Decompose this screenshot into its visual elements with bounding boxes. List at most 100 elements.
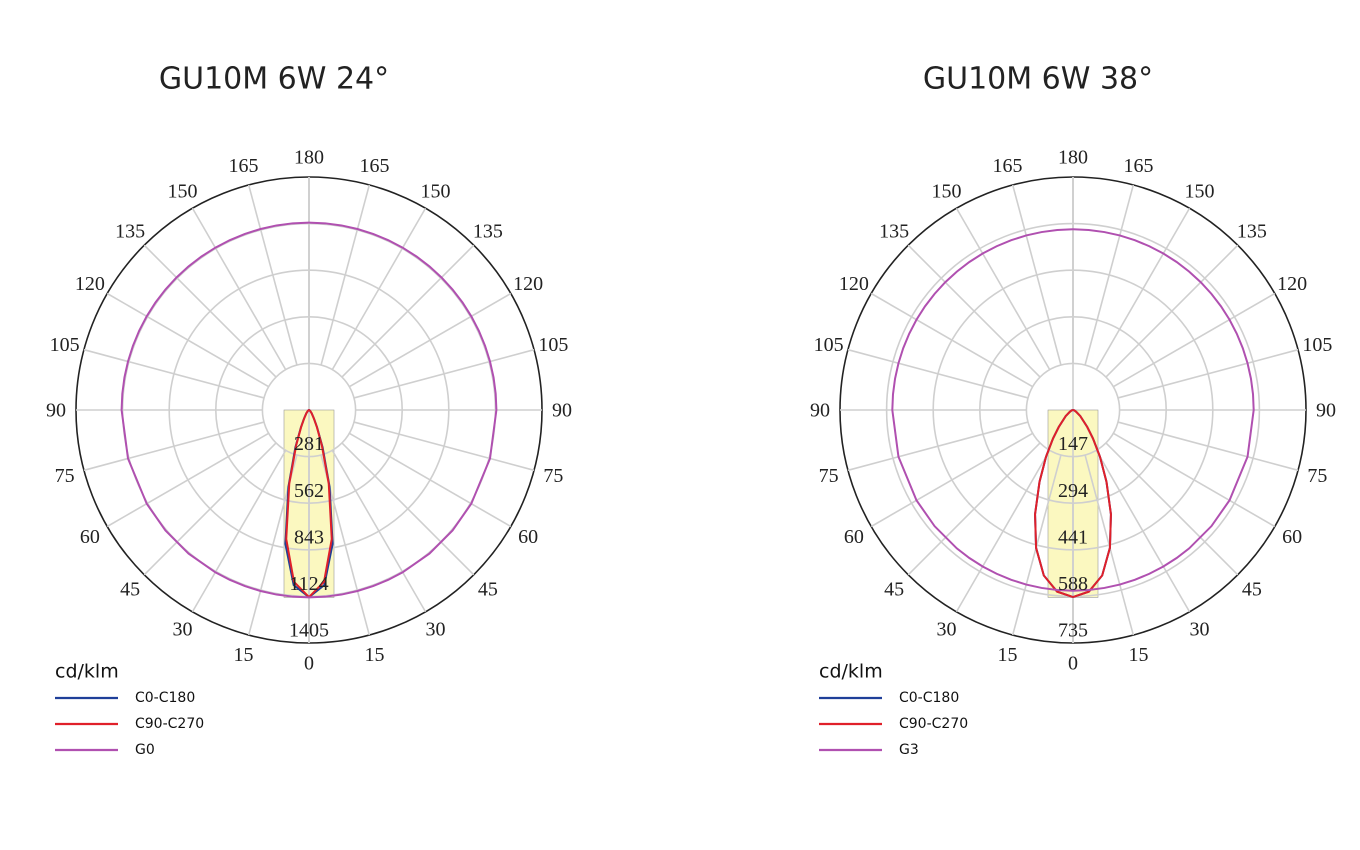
angle-label: 75 xyxy=(543,465,563,487)
angle-label: 165 xyxy=(359,155,389,177)
spoke xyxy=(1117,421,1299,472)
angle-label: 30 xyxy=(426,619,446,641)
series-line xyxy=(308,221,498,599)
angle-label: 120 xyxy=(839,273,869,295)
legend-label: G0 xyxy=(135,742,155,758)
series-line xyxy=(1072,409,1112,598)
unit-label: cd/klm xyxy=(819,661,883,683)
angle-label: 60 xyxy=(844,526,864,548)
spoke xyxy=(1011,184,1062,366)
spoke xyxy=(143,244,277,378)
spoke xyxy=(870,432,1034,528)
spoke xyxy=(191,207,287,371)
spoke xyxy=(83,348,265,399)
legend-label: C0-C180 xyxy=(899,690,959,706)
spoke xyxy=(1095,207,1191,371)
chart-title: GU10M 6W 24° xyxy=(159,62,389,97)
angle-label: 165 xyxy=(1123,155,1153,177)
spoke xyxy=(1117,348,1299,399)
spoke xyxy=(1084,184,1135,366)
radial-label: 562 xyxy=(294,480,324,502)
angle-label: 75 xyxy=(819,465,839,487)
angle-label: 180 xyxy=(294,147,324,169)
spoke xyxy=(1112,432,1276,528)
angle-label: 90 xyxy=(1316,400,1336,422)
chart-title: GU10M 6W 38° xyxy=(923,62,1153,97)
spoke xyxy=(1105,442,1239,576)
angle-label: 45 xyxy=(1242,578,1262,600)
angle-label: 180 xyxy=(1058,147,1088,169)
spoke xyxy=(331,207,427,371)
angle-label: 60 xyxy=(80,526,100,548)
spoke xyxy=(870,292,1034,388)
radial-label: 281 xyxy=(294,433,324,455)
angle-label: 90 xyxy=(810,400,830,422)
spoke xyxy=(331,449,427,613)
radial-label: 843 xyxy=(294,526,324,548)
spoke xyxy=(143,442,277,576)
angle-label: 15 xyxy=(1128,644,1148,666)
angle-label: 105 xyxy=(1302,334,1332,356)
angle-label: 165 xyxy=(993,155,1023,177)
angle-label: 120 xyxy=(75,273,105,295)
radial-label: 1124 xyxy=(289,573,328,595)
angle-label: 150 xyxy=(932,180,962,202)
angle-label: 150 xyxy=(1185,180,1215,202)
angle-label: 45 xyxy=(478,578,498,600)
angle-label: 15 xyxy=(234,644,254,666)
angle-label: 15 xyxy=(364,644,384,666)
spoke xyxy=(106,432,270,528)
angle-label: 60 xyxy=(518,526,538,548)
spoke xyxy=(1112,292,1276,388)
legend-label: C0-C180 xyxy=(135,690,195,706)
spoke xyxy=(847,348,1029,399)
legend-label: C90-C270 xyxy=(899,716,968,732)
angle-label: 150 xyxy=(421,180,451,202)
radial-label: 735 xyxy=(1058,620,1088,642)
spoke xyxy=(955,449,1051,613)
angle-label: 135 xyxy=(879,221,909,243)
angle-label: 90 xyxy=(46,400,66,422)
angle-label: 45 xyxy=(120,578,140,600)
series-line xyxy=(891,228,1074,592)
spoke xyxy=(1105,244,1239,378)
angle-label: 60 xyxy=(1282,526,1302,548)
spoke xyxy=(1095,449,1191,613)
spoke xyxy=(320,184,371,366)
angle-label: 150 xyxy=(168,180,198,202)
angle-label: 165 xyxy=(229,155,259,177)
angle-label: 120 xyxy=(513,273,543,295)
spoke xyxy=(341,244,475,378)
angle-label: 0 xyxy=(304,653,314,675)
spoke xyxy=(348,432,512,528)
spoke xyxy=(353,421,535,472)
legend-label: G3 xyxy=(899,742,919,758)
angle-label: 75 xyxy=(1307,465,1327,487)
legend-label: C90-C270 xyxy=(135,716,204,732)
radial-label: 294 xyxy=(1058,480,1088,502)
angle-label: 45 xyxy=(884,578,904,600)
angle-label: 135 xyxy=(115,221,145,243)
spoke xyxy=(106,292,270,388)
series-line xyxy=(1034,409,1074,598)
spoke xyxy=(847,421,1029,472)
angle-label: 15 xyxy=(998,644,1018,666)
spoke xyxy=(955,207,1051,371)
unit-label: cd/klm xyxy=(55,661,119,683)
radial-label: 147 xyxy=(1058,433,1088,455)
angle-label: 135 xyxy=(473,221,503,243)
series-line xyxy=(308,409,333,598)
angle-label: 105 xyxy=(50,334,80,356)
angle-label: 30 xyxy=(937,619,957,641)
series-line xyxy=(285,409,310,598)
angle-label: 90 xyxy=(552,400,572,422)
series-line xyxy=(120,221,310,599)
spoke xyxy=(247,184,298,366)
radial-label: 441 xyxy=(1058,526,1088,548)
angle-label: 30 xyxy=(1190,619,1210,641)
angle-label: 105 xyxy=(814,334,844,356)
spoke xyxy=(191,449,287,613)
spoke xyxy=(348,292,512,388)
radial-label: 588 xyxy=(1058,573,1088,595)
